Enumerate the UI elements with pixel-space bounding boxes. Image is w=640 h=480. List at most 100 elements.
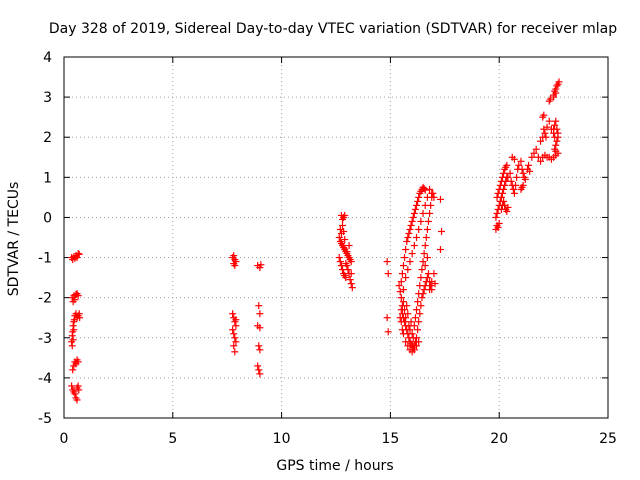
data-point xyxy=(510,189,518,197)
data-point xyxy=(552,117,560,125)
data-point xyxy=(232,322,240,330)
data-point xyxy=(530,149,538,157)
data-point xyxy=(406,225,414,233)
y-tick-label: 3 xyxy=(43,90,52,106)
data-point xyxy=(512,181,520,189)
data-point xyxy=(414,326,422,334)
data-point xyxy=(420,250,428,258)
data-point xyxy=(414,298,422,306)
data-point xyxy=(69,322,77,330)
y-tick-label: -2 xyxy=(38,291,52,307)
data-point xyxy=(436,246,444,254)
data-point xyxy=(408,330,416,338)
data-point xyxy=(421,186,429,194)
data-point xyxy=(513,173,521,181)
data-point xyxy=(517,157,525,165)
data-point xyxy=(397,294,405,302)
data-point xyxy=(71,390,79,398)
data-point xyxy=(344,266,352,274)
data-point xyxy=(528,153,536,161)
data-point xyxy=(335,254,343,262)
data-point xyxy=(554,133,562,141)
data-point xyxy=(254,362,262,370)
data-point xyxy=(494,223,502,231)
data-point xyxy=(552,147,560,155)
data-point xyxy=(73,396,81,404)
data-point xyxy=(345,242,353,250)
y-tick-labels: -5 -4 -3 -2 -1 0 1 2 3 4 xyxy=(38,50,52,427)
data-point xyxy=(398,270,406,278)
data-point xyxy=(500,197,508,205)
data-point xyxy=(395,282,403,290)
data-point xyxy=(68,382,76,390)
data-point xyxy=(426,209,434,217)
data-point xyxy=(335,234,343,241)
data-point xyxy=(423,193,431,201)
data-point xyxy=(413,234,421,241)
data-point xyxy=(255,342,263,350)
x-tick-label: 10 xyxy=(273,431,291,447)
data-point xyxy=(537,137,545,145)
data-point xyxy=(348,284,356,292)
x-tick-label: 25 xyxy=(599,431,617,447)
data-point xyxy=(75,386,83,394)
data-point xyxy=(74,292,82,300)
data-point xyxy=(519,169,527,177)
data-point xyxy=(404,310,412,318)
data-point xyxy=(403,302,411,310)
data-point xyxy=(545,117,553,125)
data-point xyxy=(421,242,429,250)
data-point xyxy=(255,366,263,374)
data-point xyxy=(422,234,430,241)
data-point xyxy=(397,318,405,326)
data-point xyxy=(495,185,503,193)
data-point xyxy=(342,274,350,282)
data-point xyxy=(495,219,503,227)
data-point xyxy=(336,258,344,266)
y-tick-label: 1 xyxy=(43,170,52,186)
data-point xyxy=(427,282,435,290)
data-point xyxy=(532,145,540,153)
data-point xyxy=(415,290,423,298)
data-point xyxy=(553,82,561,90)
data-point xyxy=(347,270,355,278)
data-point xyxy=(410,242,418,250)
data-point xyxy=(339,221,347,229)
data-point xyxy=(231,262,239,270)
x-tick-label: 15 xyxy=(381,431,399,447)
y-axis-label: SDTVAR / TECUs xyxy=(6,182,22,297)
x-tick-labels: 0 5 10 15 20 25 xyxy=(60,431,617,447)
data-point xyxy=(526,167,534,175)
data-point xyxy=(416,310,424,318)
data-point xyxy=(521,175,529,183)
data-point xyxy=(399,286,407,294)
data-point xyxy=(504,203,512,211)
data-point xyxy=(503,161,511,169)
x-axis-label: GPS time / hours xyxy=(276,458,393,474)
data-point xyxy=(541,129,549,137)
data-point xyxy=(404,234,412,241)
data-point xyxy=(551,121,559,129)
data-point xyxy=(232,316,240,324)
data-point xyxy=(540,111,548,119)
data-point xyxy=(553,137,561,145)
data-point xyxy=(398,326,406,334)
data-points xyxy=(68,78,563,404)
data-point xyxy=(500,169,508,177)
plot-frame xyxy=(63,56,609,419)
data-point xyxy=(76,314,84,322)
data-point xyxy=(420,185,428,193)
data-point xyxy=(423,225,431,233)
data-point xyxy=(409,334,417,342)
data-point xyxy=(343,248,351,256)
data-point xyxy=(426,185,434,193)
data-point xyxy=(256,324,264,332)
y-tick-label: -4 xyxy=(38,371,52,387)
data-point xyxy=(550,93,558,101)
data-point xyxy=(417,217,425,225)
data-point xyxy=(399,262,407,270)
data-point xyxy=(256,346,264,354)
data-point xyxy=(74,358,82,366)
data-point xyxy=(413,342,421,350)
